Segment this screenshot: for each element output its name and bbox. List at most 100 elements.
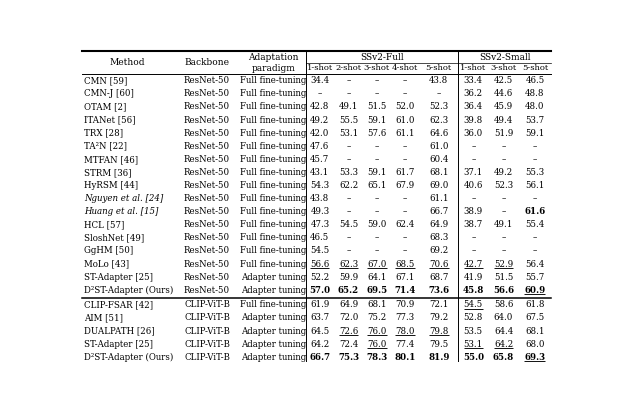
Text: –: – [374, 247, 379, 256]
Text: 1-shot: 1-shot [307, 64, 333, 72]
Text: –: – [532, 142, 537, 151]
Text: –: – [501, 233, 506, 243]
Text: 51.5: 51.5 [494, 273, 513, 282]
Text: 48.8: 48.8 [525, 90, 545, 98]
Text: 57.0: 57.0 [309, 286, 330, 295]
Text: –: – [471, 233, 476, 243]
Text: 79.8: 79.8 [429, 326, 449, 335]
Text: 40.6: 40.6 [463, 181, 483, 190]
Text: 52.8: 52.8 [463, 313, 483, 322]
Text: –: – [346, 90, 351, 98]
Text: 46.5: 46.5 [525, 76, 545, 85]
Text: CLIP-ViT-B: CLIP-ViT-B [184, 339, 230, 349]
Text: 52.9: 52.9 [494, 260, 513, 269]
Text: DUALPATH [26]: DUALPATH [26] [84, 326, 154, 335]
Text: 61.0: 61.0 [396, 116, 415, 125]
Text: 77.3: 77.3 [396, 313, 415, 322]
Text: 64.5: 64.5 [310, 326, 330, 335]
Text: Adapter tuning: Adapter tuning [241, 353, 306, 362]
Text: 64.2: 64.2 [310, 339, 330, 349]
Text: Full fine-tuning: Full fine-tuning [240, 194, 307, 203]
Text: –: – [374, 233, 379, 243]
Text: ResNet-50: ResNet-50 [184, 76, 230, 85]
Text: 61.7: 61.7 [396, 168, 415, 177]
Text: 43.8: 43.8 [429, 76, 449, 85]
Text: 65.1: 65.1 [367, 181, 387, 190]
Text: 33.4: 33.4 [464, 76, 483, 85]
Text: 55.7: 55.7 [525, 273, 545, 282]
Text: ResNet-50: ResNet-50 [184, 90, 230, 98]
Text: –: – [471, 194, 476, 203]
Text: 66.7: 66.7 [309, 353, 330, 362]
Text: 53.3: 53.3 [339, 168, 358, 177]
Text: 68.5: 68.5 [396, 260, 415, 269]
Text: –: – [403, 233, 407, 243]
Text: –: – [346, 76, 351, 85]
Text: ResNet-50: ResNet-50 [184, 286, 230, 295]
Text: ITANet [56]: ITANet [56] [84, 116, 136, 125]
Text: 52.0: 52.0 [396, 103, 415, 112]
Text: ResNet-50: ResNet-50 [184, 116, 230, 125]
Text: 2-shot: 2-shot [335, 64, 362, 72]
Text: 3-shot: 3-shot [364, 64, 390, 72]
Text: 45.9: 45.9 [494, 103, 513, 112]
Text: CMN-J [60]: CMN-J [60] [84, 90, 134, 98]
Text: 69.3: 69.3 [524, 353, 545, 362]
Text: 64.4: 64.4 [494, 326, 513, 335]
Text: 61.1: 61.1 [396, 129, 415, 138]
Text: 49.4: 49.4 [494, 116, 513, 125]
Text: 47.6: 47.6 [310, 142, 330, 151]
Text: ST-Adapter [25]: ST-Adapter [25] [84, 273, 153, 282]
Text: Adapter tuning: Adapter tuning [241, 273, 306, 282]
Text: –: – [374, 90, 379, 98]
Text: Full fine-tuning: Full fine-tuning [240, 76, 307, 85]
Text: MTFAN [46]: MTFAN [46] [84, 155, 138, 164]
Text: 3-shot: 3-shot [490, 64, 516, 72]
Text: Full fine-tuning: Full fine-tuning [240, 220, 307, 229]
Text: 68.0: 68.0 [525, 339, 545, 349]
Text: 43.1: 43.1 [310, 168, 330, 177]
Text: Full fine-tuning: Full fine-tuning [240, 181, 307, 190]
Text: 70.6: 70.6 [429, 260, 449, 269]
Text: Full fine-tuning: Full fine-tuning [240, 142, 307, 151]
Text: 49.1: 49.1 [339, 103, 358, 112]
Text: –: – [501, 194, 506, 203]
Text: –: – [471, 142, 476, 151]
Text: –: – [346, 233, 351, 243]
Text: 56.6: 56.6 [310, 260, 330, 269]
Text: 37.1: 37.1 [464, 168, 483, 177]
Text: 66.7: 66.7 [429, 207, 449, 216]
Text: 55.0: 55.0 [463, 353, 484, 362]
Text: ResNet-50: ResNet-50 [184, 168, 230, 177]
Text: Full fine-tuning: Full fine-tuning [240, 247, 307, 256]
Text: Full fine-tuning: Full fine-tuning [240, 233, 307, 243]
Text: Adapter tuning: Adapter tuning [241, 339, 306, 349]
Text: 70.9: 70.9 [396, 300, 415, 309]
Text: ResNet-50: ResNet-50 [184, 142, 230, 151]
Text: 38.7: 38.7 [464, 220, 483, 229]
Text: 53.1: 53.1 [339, 129, 358, 138]
Text: –: – [374, 155, 379, 164]
Text: ResNet-50: ResNet-50 [184, 155, 230, 164]
Text: 63.7: 63.7 [310, 313, 330, 322]
Text: 36.4: 36.4 [464, 103, 483, 112]
Text: SloshNet [49]: SloshNet [49] [84, 233, 144, 243]
Text: 54.5: 54.5 [339, 220, 358, 229]
Text: Full fine-tuning: Full fine-tuning [240, 103, 307, 112]
Text: D²ST-Adapter (Ours): D²ST-Adapter (Ours) [84, 286, 173, 295]
Text: 53.1: 53.1 [464, 339, 483, 349]
Text: SSv2-Small: SSv2-Small [479, 53, 531, 62]
Text: Full fine-tuning: Full fine-tuning [240, 116, 307, 125]
Text: Adapter tuning: Adapter tuning [241, 286, 306, 295]
Text: 79.2: 79.2 [429, 313, 449, 322]
Text: 64.0: 64.0 [494, 313, 513, 322]
Text: 65.8: 65.8 [493, 353, 514, 362]
Text: 64.2: 64.2 [494, 339, 513, 349]
Text: Full fine-tuning: Full fine-tuning [240, 168, 307, 177]
Text: 52.2: 52.2 [310, 273, 330, 282]
Text: 49.1: 49.1 [494, 220, 513, 229]
Text: GgHM [50]: GgHM [50] [84, 247, 133, 256]
Text: 59.1: 59.1 [367, 116, 387, 125]
Text: 46.5: 46.5 [310, 233, 330, 243]
Text: 45.7: 45.7 [310, 155, 330, 164]
